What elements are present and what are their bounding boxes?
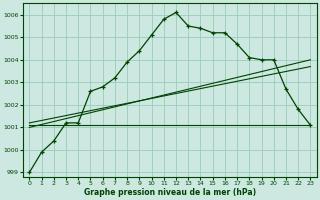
X-axis label: Graphe pression niveau de la mer (hPa): Graphe pression niveau de la mer (hPa) [84, 188, 256, 197]
